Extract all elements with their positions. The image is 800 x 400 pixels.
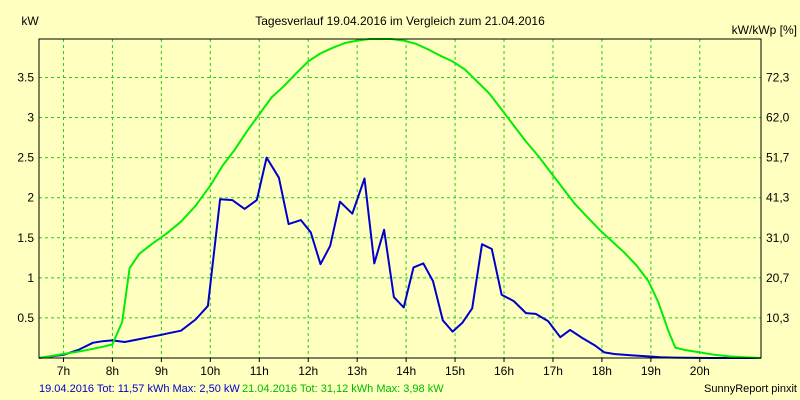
x-tick-label: 13h <box>347 364 367 378</box>
legend-series-2: 21.04.2016 Tot: 31,12 kWh Max: 3,98 kW <box>242 383 444 395</box>
grid-lines <box>39 39 761 358</box>
y-left-tick-label: 0.5 <box>17 311 34 325</box>
legend-series-1: 19.04.2016 Tot: 11,57 kWh Max: 2,50 kW <box>39 383 240 395</box>
x-tick-label: 15h <box>445 364 465 378</box>
series-lines <box>38 38 762 359</box>
credit-text: SunnyReport pinxit <box>704 383 797 395</box>
series-line-2 <box>38 38 762 359</box>
x-tick-label: 12h <box>298 364 318 378</box>
y-right-tick-label: 62,0 <box>766 111 790 125</box>
x-tick-label: 7h <box>57 364 70 378</box>
y-left-tick-label: 1 <box>27 271 34 285</box>
y-right-axis-label: kW/kWp [%] <box>732 23 797 37</box>
y-right-tick-label: 20,7 <box>766 271 790 285</box>
tick-labels: 7h 8h 9h 10h 11h 12h 13h 14h 15h 16h 17h 18h 19h 20h 0… <box>17 70 789 378</box>
x-tick-label: 10h <box>200 364 220 378</box>
y-right-tick-label: 51,7 <box>766 151 790 165</box>
y-right-tick-label: 10,3 <box>766 311 790 325</box>
x-tick-label: 14h <box>396 364 416 378</box>
chart-title: Tagesverlauf 19.04.2016 im Vergleich zum… <box>255 14 545 28</box>
x-tick-label: 8h <box>106 364 119 378</box>
y-right-tick-label: 31,0 <box>766 231 790 245</box>
x-tick-label: 16h <box>494 364 514 378</box>
series-line-1 <box>38 156 761 359</box>
y-left-tick-label: 2.5 <box>17 151 34 165</box>
y-right-tick-label: 72,3 <box>766 70 790 84</box>
y-left-tick-label: 1.5 <box>17 231 34 245</box>
y-left-tick-label: 3 <box>27 111 34 125</box>
x-tick-label: 20h <box>690 364 710 378</box>
x-tick-label: 11h <box>250 364 269 378</box>
y-left-tick-label: 3.5 <box>17 70 34 84</box>
x-tick-label: 17h <box>543 364 563 378</box>
y-left-tick-label: 2 <box>27 191 34 205</box>
plot-frame <box>38 38 762 359</box>
x-tick-label: 19h <box>641 364 661 378</box>
x-tick-label: 18h <box>592 364 612 378</box>
y-right-tick-label: 41,3 <box>766 191 790 205</box>
y-left-axis-label: kW <box>21 14 39 28</box>
x-tick-label: 9h <box>155 364 168 378</box>
